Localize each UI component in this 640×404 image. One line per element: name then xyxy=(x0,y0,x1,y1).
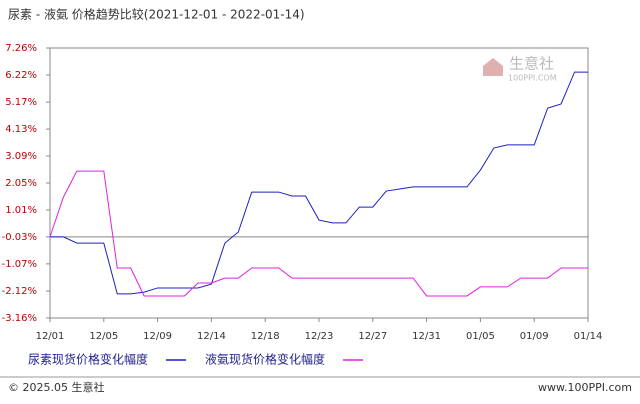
y-tick-label: 4.13% xyxy=(5,124,37,135)
x-tick-label: 01/14 xyxy=(574,331,603,342)
x-tick-label: 01/05 xyxy=(466,331,495,342)
x-tick-label: 12/27 xyxy=(358,331,387,342)
chart-title: 尿素 - 液氨 价格趋势比较(2021-12-01 - 2022-01-14) xyxy=(8,7,305,22)
x-tick-label: 12/31 xyxy=(412,331,441,342)
y-tick-label: 5.17% xyxy=(5,97,37,108)
y-tick-label: 2.05% xyxy=(5,178,37,189)
legend-label: 液氨现货价格变化幅度 xyxy=(205,352,325,367)
x-tick-label: 12/05 xyxy=(89,331,118,342)
watermark: 生意社 100PPI.COM xyxy=(483,55,557,83)
y-tick-label: 3.09% xyxy=(5,151,37,162)
series-line xyxy=(49,170,588,297)
y-tick-label: -1.07% xyxy=(2,259,37,270)
x-tick-label: 12/23 xyxy=(305,331,334,342)
y-tick-label: 1.01% xyxy=(5,205,37,216)
footer-left: © 2025.05 生意社 xyxy=(8,380,104,394)
y-tick-label: -3.16% xyxy=(2,313,37,324)
logo-icon xyxy=(483,58,503,76)
series-line xyxy=(50,71,588,295)
x-tick-label: 12/01 xyxy=(36,331,65,342)
legend-label: 尿素现货价格变化幅度 xyxy=(28,352,148,367)
x-tick-label: 12/18 xyxy=(251,331,280,342)
plot-area xyxy=(49,47,589,319)
y-tick-label: 7.26% xyxy=(5,43,37,54)
x-tick-label: 12/09 xyxy=(143,331,172,342)
x-tick-label: 01/09 xyxy=(520,331,549,342)
watermark-url: 100PPI.COM xyxy=(508,74,557,83)
x-tick-label: 12/14 xyxy=(197,331,226,342)
y-tick-label: -0.03% xyxy=(2,232,37,243)
footer-right: www.100PPI.com xyxy=(538,381,632,394)
y-tick-label: -2.12% xyxy=(2,286,37,297)
y-tick-label: 6.22% xyxy=(5,70,37,81)
watermark-text: 生意社 xyxy=(509,55,554,73)
